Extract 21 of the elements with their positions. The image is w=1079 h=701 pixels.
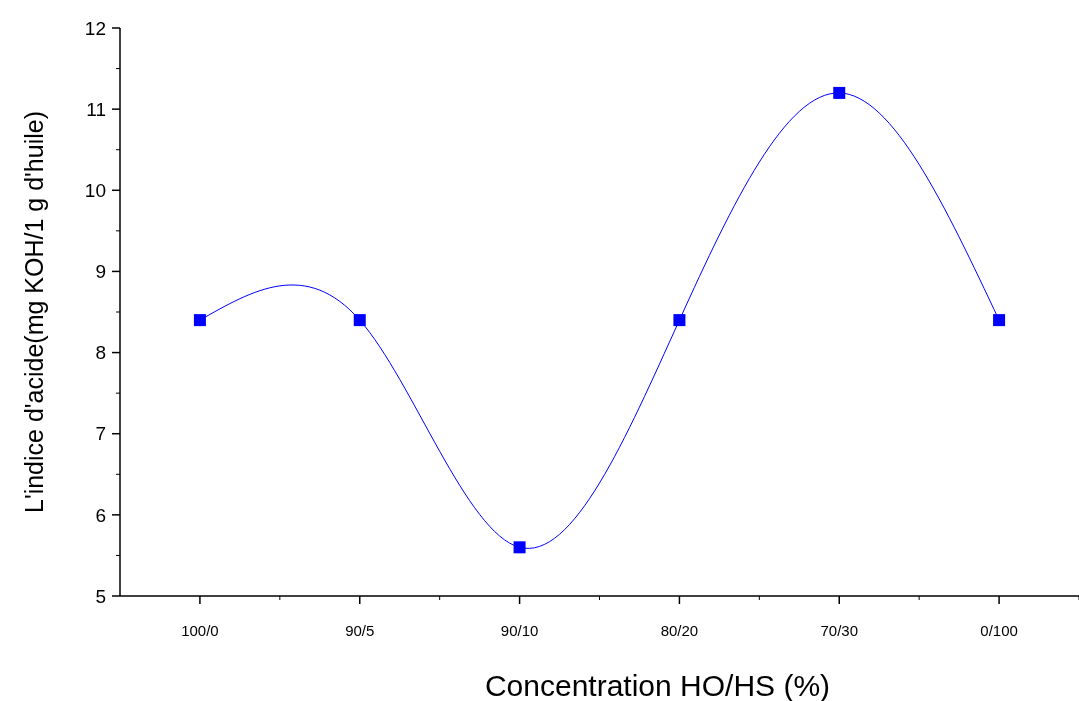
x-tick-label: 70/30: [820, 622, 859, 639]
x-tick-label: 0/100: [980, 622, 1018, 639]
point: [193, 314, 206, 327]
x-tick-label: 80/20: [660, 622, 699, 639]
x-tick-label: 90/10: [500, 622, 539, 639]
x-tick-label: 100/0: [181, 622, 219, 639]
y-tick-label: 12: [84, 17, 106, 39]
point: [833, 86, 846, 99]
y-tick-label: 5: [95, 585, 106, 607]
y-tick-label: 7: [95, 423, 106, 445]
y-tick-label: 10: [84, 179, 106, 201]
y-tick-label: 11: [86, 98, 106, 120]
point: [993, 314, 1006, 327]
y-tick-label: 8: [95, 342, 106, 364]
y-axis-title: L'indice d'acide(mg KOH/1 g d'huile): [20, 110, 48, 514]
point: [673, 314, 686, 327]
x-tick-label: 90/5: [345, 622, 375, 639]
y-tick-label: 9: [95, 261, 106, 283]
point: [353, 314, 366, 327]
point: [513, 541, 526, 554]
y-tick-label: 6: [95, 504, 106, 526]
